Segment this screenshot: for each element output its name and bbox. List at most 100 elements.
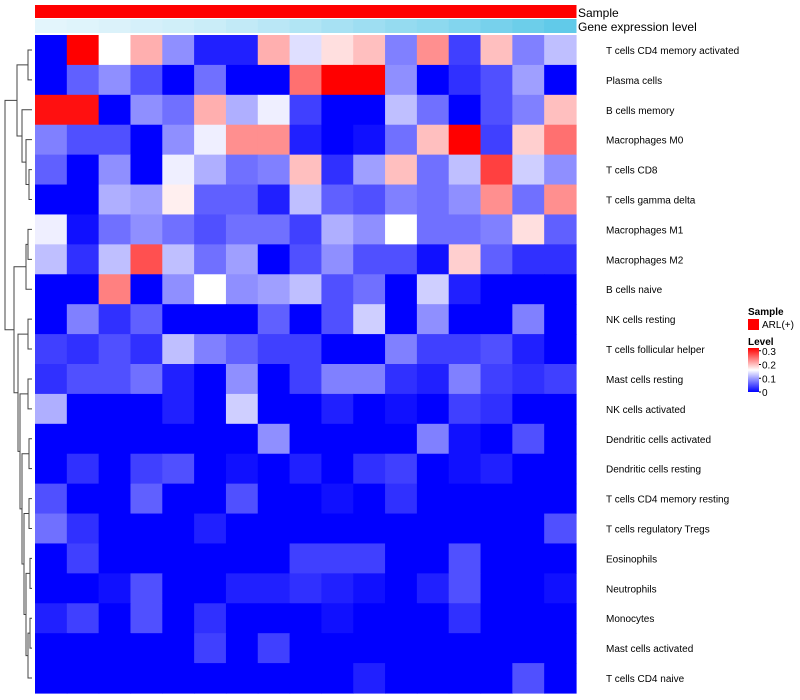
- heatmap-cell: [225, 184, 259, 216]
- heatmap-cell: [162, 35, 195, 66]
- dendrogram-branch: [27, 378, 32, 410]
- heatmap-cell: [353, 35, 386, 66]
- sample-annotation-cell: [512, 5, 545, 18]
- heatmap-cell: [385, 244, 418, 275]
- heatmap-cell: [66, 393, 100, 425]
- heatmap-cell: [385, 423, 418, 455]
- heatmap-cell: [130, 423, 163, 455]
- heatmap-cell: [544, 184, 577, 216]
- heatmap-cell: [385, 304, 418, 335]
- heatmap-cell: [353, 334, 386, 365]
- heatmap-cell: [162, 334, 195, 365]
- heatmap-cell: [194, 633, 227, 664]
- heatmap-cell: [225, 393, 259, 425]
- heatmap-cell: [321, 304, 354, 335]
- heatmap-cell: [257, 603, 291, 634]
- heatmap-cell: [416, 513, 450, 545]
- heatmap-cell: [512, 124, 545, 156]
- heatmap-cell: [512, 663, 545, 694]
- heatmap-cell: [385, 603, 418, 634]
- heatmap-cell: [321, 663, 354, 694]
- heatmap-cell: [353, 274, 386, 305]
- expression-annotation-cell: [321, 19, 354, 33]
- heatmap-cell: [289, 334, 323, 365]
- heatmap-cell: [512, 633, 545, 664]
- heatmap-cell: [162, 663, 195, 694]
- heatmap-cell: [480, 244, 513, 275]
- heatmap-cell: [130, 543, 163, 574]
- heatmap-cell: [321, 154, 354, 186]
- sample-annotation-cell: [416, 5, 450, 18]
- sample-annotation-cell: [321, 5, 354, 18]
- heatmap-cell: [448, 453, 482, 485]
- row-label: Dendritic cells resting: [606, 465, 701, 476]
- heatmap-cell: [130, 483, 163, 515]
- heatmap-cell: [448, 64, 482, 96]
- heatmap-cell: [480, 423, 513, 455]
- heatmap-cell: [66, 364, 100, 395]
- heatmap-cell: [66, 154, 100, 186]
- heatmap-cell: [225, 244, 259, 275]
- heatmap-cell: [257, 214, 291, 245]
- heatmap-cell: [448, 364, 482, 395]
- heatmap-cell: [353, 543, 386, 574]
- heatmap-cell: [321, 483, 354, 515]
- heatmap-cell: [289, 35, 323, 66]
- heatmap-cell: [544, 633, 577, 664]
- heatmap-cell: [225, 154, 259, 186]
- heatmap-cell: [66, 483, 100, 515]
- heatmap-cell: [98, 453, 132, 485]
- heatmap-cell: [98, 214, 132, 245]
- heatmap-cell: [480, 64, 513, 96]
- heatmap-cell: [225, 423, 259, 455]
- heatmap-cell: [194, 663, 227, 694]
- heatmap-cell: [353, 184, 386, 216]
- heatmap-cell: [130, 94, 163, 126]
- heatmap-cell: [162, 94, 195, 126]
- heatmap-cell: [66, 453, 100, 485]
- heatmap-cell: [194, 244, 227, 275]
- heatmap-cell: [321, 543, 354, 574]
- heatmap-cell: [321, 393, 354, 425]
- heatmap-cell: [289, 423, 323, 455]
- heatmap-cell: [416, 154, 450, 186]
- heatmap-cell: [257, 513, 291, 545]
- heatmap-cell: [35, 154, 68, 186]
- heatmap-cell: [257, 154, 291, 186]
- expression-annotation-cell: [194, 19, 227, 33]
- heatmap-cell: [194, 483, 227, 515]
- heatmap-cell: [385, 573, 418, 604]
- heatmap-cell: [225, 304, 259, 335]
- row-labels: T cells CD4 memory activated Plasma cells…: [606, 46, 739, 685]
- heatmap-cell: [448, 663, 482, 694]
- heatmap-cell: [544, 573, 577, 604]
- heatmap-cell: [98, 543, 132, 574]
- heatmap-cell: [162, 154, 195, 186]
- heatmap-cell: [385, 214, 418, 245]
- heatmap-cell: [225, 513, 259, 545]
- heatmap-cell: [194, 393, 227, 425]
- heatmap-cell: [225, 124, 259, 156]
- expression-annotation-cell: [385, 19, 418, 33]
- heatmap-cell: [544, 393, 577, 425]
- heatmap-cell: [194, 573, 227, 604]
- heatmap-cell: [35, 573, 68, 604]
- row-label: Eosinophils: [606, 554, 657, 565]
- heatmap-cell: [448, 543, 482, 574]
- heatmap-cell: [480, 94, 513, 126]
- heatmap-cell: [544, 603, 577, 634]
- expression-annotation-cell: [353, 19, 386, 33]
- heatmap-cell: [35, 603, 68, 634]
- heatmap-cell: [416, 663, 450, 694]
- heatmap-cell: [353, 573, 386, 604]
- heatmap-cell: [321, 423, 354, 455]
- heatmap-cell: [35, 64, 68, 96]
- heatmap-cell: [385, 543, 418, 574]
- heatmap-cell: [98, 663, 132, 694]
- heatmap-cell: [162, 124, 195, 156]
- heatmap-cell: [544, 543, 577, 574]
- row-label: NK cells activated: [606, 405, 685, 416]
- heatmap-cell: [35, 483, 68, 515]
- heatmap-cell: [512, 35, 545, 66]
- heatmap-cell: [544, 483, 577, 515]
